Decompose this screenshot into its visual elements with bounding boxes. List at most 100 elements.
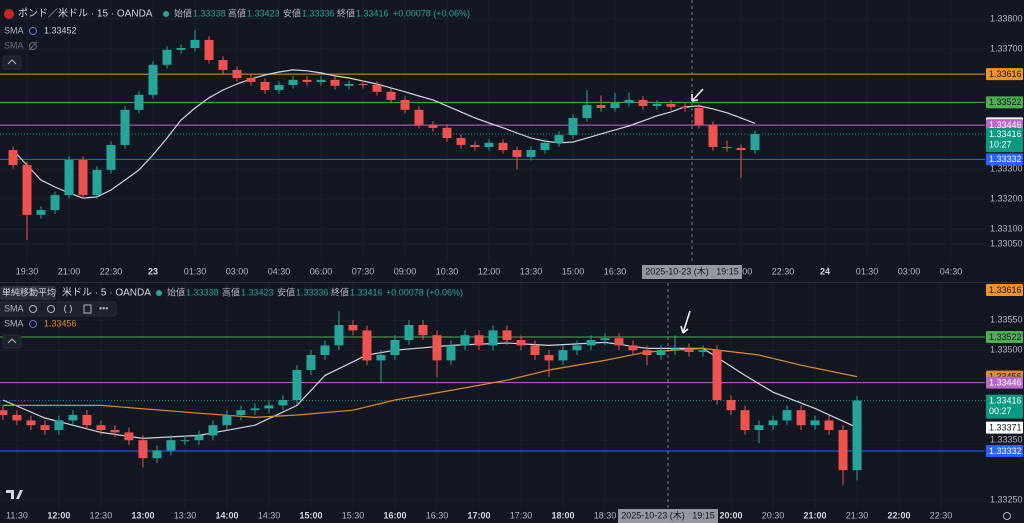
- x-tick-label: 21:00: [58, 266, 81, 276]
- x-tick-label: 06:00: [310, 266, 333, 276]
- candle-body: [162, 49, 172, 65]
- price-label-box: [986, 284, 1023, 296]
- ohlc-label: 始値: [167, 286, 185, 297]
- candle-body: [0, 410, 8, 415]
- ohlc-value: 1.33338: [193, 8, 226, 18]
- x-tick-label: 12:30: [90, 510, 113, 520]
- candle-body: [278, 400, 288, 406]
- tooltip: 単純移動平均: [2, 286, 56, 297]
- candle-body: [362, 330, 372, 361]
- candle-body: [204, 39, 214, 61]
- x-tick-label: 12:00: [47, 510, 70, 520]
- ohlc-label: 終値: [337, 7, 355, 18]
- candle-body: [246, 78, 256, 82]
- candle-body: [460, 335, 470, 346]
- candle-body: [166, 440, 176, 451]
- ohlc-value: 1.33336: [302, 8, 335, 18]
- candle-body: [642, 350, 652, 355]
- x-tick-label: 16:00: [383, 510, 406, 520]
- ohlc-value: 1.33336: [296, 287, 329, 297]
- collapse-button[interactable]: [2, 334, 22, 349]
- x-tick-label: 22:00: [888, 510, 911, 520]
- candle-body: [218, 60, 228, 70]
- candle-body: [22, 165, 32, 215]
- legend-value: 1.33452: [44, 25, 77, 35]
- collapse-button[interactable]: [2, 55, 22, 70]
- x-tick-label: 21:30: [846, 510, 869, 520]
- candle-body: [68, 415, 78, 421]
- candle-body: [708, 124, 718, 148]
- candle-body: [470, 144, 480, 148]
- x-tick-label: 11:30: [6, 510, 28, 520]
- candle-body: [432, 335, 442, 361]
- settings-icon[interactable]: [47, 305, 55, 313]
- legend-icon: [29, 320, 37, 328]
- candle-body: [400, 99, 410, 110]
- ohlc-label: 高値: [228, 7, 246, 18]
- hidden-icon[interactable]: [29, 42, 37, 50]
- x-tick-label: 18:30: [594, 510, 617, 520]
- legend-row-hover[interactable]: [0, 301, 117, 317]
- candle-body: [736, 147, 746, 151]
- y-tick-label: 1.33200: [990, 193, 1023, 203]
- x-tick-label: 19:30: [16, 266, 39, 276]
- price-label-box: [986, 153, 1023, 166]
- more-icon[interactable]: •••: [99, 303, 108, 313]
- x-tick-label: 13:30: [520, 266, 543, 276]
- annotation-arrow: [680, 310, 691, 334]
- x-tick-label: 14:30: [258, 510, 281, 520]
- candle-body: [8, 150, 18, 166]
- x-tick-label: 01:30: [856, 266, 879, 276]
- x-tick-label: 13:30: [174, 510, 197, 520]
- candle-body: [50, 195, 60, 211]
- candle-body: [292, 370, 302, 400]
- axis-settings[interactable]: [1003, 512, 1011, 520]
- candle-body: [670, 348, 680, 351]
- x-tick-label: 21:00: [804, 510, 827, 520]
- annotation-arrow: [691, 88, 704, 102]
- candle-body: [138, 440, 148, 459]
- price-label-box: [986, 68, 1023, 81]
- candle-body: [544, 355, 554, 361]
- x-tick-label: 03:00: [898, 266, 921, 276]
- y-tick-label: 1.33300: [990, 163, 1023, 173]
- y-tick-label: 1.33350: [990, 435, 1023, 445]
- x-tick-label: 17:30: [510, 510, 533, 520]
- candle-body: [414, 109, 424, 125]
- candle-body: [782, 410, 792, 421]
- candle-body: [274, 84, 284, 91]
- candle-body: [82, 415, 92, 426]
- price-label-box: [986, 376, 1023, 389]
- ohlc-label: 始値: [174, 7, 192, 18]
- ohlc-label: 安値: [283, 7, 301, 18]
- change: +0.00078 (+0.06%): [393, 8, 470, 18]
- candle-body: [180, 440, 190, 442]
- price-label: 1.33446: [989, 377, 1022, 387]
- delete-icon[interactable]: [83, 304, 92, 314]
- price-label-box: [986, 445, 1023, 457]
- candle-body: [474, 335, 484, 346]
- x-tick-label: 15:30: [342, 510, 365, 520]
- candle-body: [582, 105, 592, 118]
- x-tick-label: 20:00: [719, 510, 742, 520]
- ohlc-value: 1.33338: [186, 287, 219, 297]
- candle-body: [596, 105, 606, 109]
- chevron: [7, 59, 17, 65]
- chevron: [7, 338, 17, 344]
- candle-body: [586, 340, 596, 346]
- price-label: 1.33332: [989, 446, 1022, 456]
- change: +0.00078 (+0.06%): [386, 287, 463, 297]
- candle-body: [26, 420, 36, 426]
- legend-value: 1.33456: [44, 318, 77, 328]
- price-label: 1.33371: [989, 422, 1022, 432]
- legend-name: SMA: [4, 303, 24, 313]
- source-icon[interactable]: [64, 304, 72, 314]
- candle-body: [824, 420, 834, 430]
- candle-body: [302, 79, 312, 82]
- ohlc-value: 1.33423: [247, 8, 280, 18]
- eye-icon[interactable]: [29, 305, 37, 313]
- axes: 19:30 21:00 22:30 23 01:30 03:00 04:30 06:00 07:…: [16, 13, 1023, 279]
- crosshair-label: 2025-10-23 (木) 19:15: [621, 509, 715, 520]
- candle-body: [852, 400, 862, 471]
- candle-body: [250, 408, 260, 411]
